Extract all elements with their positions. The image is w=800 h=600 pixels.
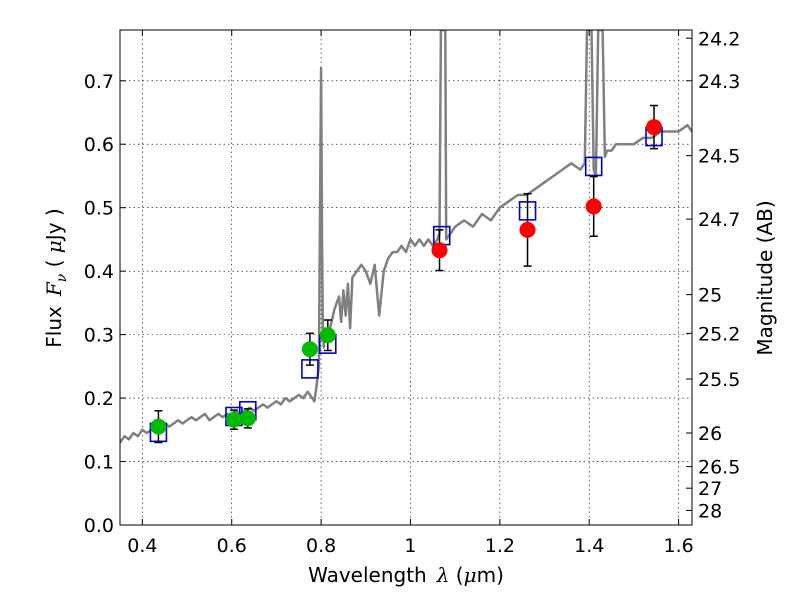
y-tick-label: 0.6 — [84, 134, 114, 156]
right-tick-label: 25.5 — [698, 369, 740, 391]
plot-frame — [119, 29, 693, 526]
y-tick-label: 0.4 — [84, 261, 114, 283]
x-axis-title: Wavelength λ (μm) — [308, 563, 504, 587]
x-tick-label: 1.2 — [485, 535, 515, 557]
y-axis-title: Flux Fν ( μJy ) — [42, 208, 70, 347]
x-axis-unit-rest: m) — [477, 563, 504, 587]
right-tick-label: 28 — [698, 500, 722, 522]
x-tick-label: 1.6 — [663, 535, 693, 557]
model-square-marker — [584, 156, 603, 177]
y-tick-label: 0.7 — [84, 71, 114, 93]
y-tick-label: 0.1 — [84, 452, 114, 474]
x-tick-label: 0.6 — [217, 535, 247, 557]
markers-layer — [149, 104, 663, 444]
x-axis-unit-open: ( — [449, 563, 463, 587]
y-tick-label: 0.0 — [84, 515, 114, 537]
right-axis-title: Magnitude (AB) — [753, 200, 777, 355]
data-point — [239, 410, 256, 427]
y-axis-unit-open: ( — [42, 253, 66, 274]
right-tick-label: 26.5 — [698, 457, 740, 479]
right-tick-label: 27 — [698, 478, 722, 500]
data-point — [431, 242, 448, 259]
spectrum-line — [120, 30, 692, 444]
y-axis-unit-rest: Jy ) — [42, 208, 66, 242]
y-axis-f: F — [42, 281, 66, 297]
x-axis-lambda: λ — [436, 563, 450, 587]
right-tick-label: 26 — [698, 423, 722, 445]
data-point — [225, 411, 242, 428]
x-tick-label: 0.8 — [306, 535, 336, 557]
x-tick-label: 0.4 — [127, 535, 157, 557]
right-tick-label: 25.2 — [698, 323, 740, 345]
y-tick-label: 0.3 — [84, 325, 114, 347]
y-axis-title-text: Flux — [42, 306, 66, 348]
y-axis-nu: ν — [54, 273, 70, 282]
right-tick-label: 25 — [698, 285, 722, 307]
data-point — [646, 119, 663, 136]
right-tick-label: 24.7 — [698, 209, 740, 231]
y-tick-label: 0.5 — [84, 198, 114, 220]
y-axis-unit-mu: μ — [42, 240, 66, 253]
ticks-layer: 0.4 0.6 0.8 1 1.2 1.4 1.6 0.0 0.1 0.2 0.3 0.4 0.5 0.6… — [84, 28, 741, 557]
right-tick-label: 24.2 — [698, 28, 740, 50]
data-point — [150, 418, 167, 435]
data-point — [519, 221, 536, 238]
x-tick-label: 1.4 — [574, 535, 604, 557]
data-point — [319, 327, 336, 344]
grid — [120, 30, 692, 526]
x-axis-unit-mu: μ — [464, 563, 477, 587]
data-point — [585, 198, 602, 215]
data-point — [301, 341, 318, 358]
x-axis-title-text: Wavelength — [308, 563, 427, 587]
y-tick-label: 0.2 — [84, 388, 114, 410]
right-tick-label: 24.3 — [698, 71, 740, 93]
right-tick-label: 24.5 — [698, 146, 740, 168]
spectrum-layer — [120, 30, 692, 444]
x-tick-label: 1 — [404, 535, 416, 557]
